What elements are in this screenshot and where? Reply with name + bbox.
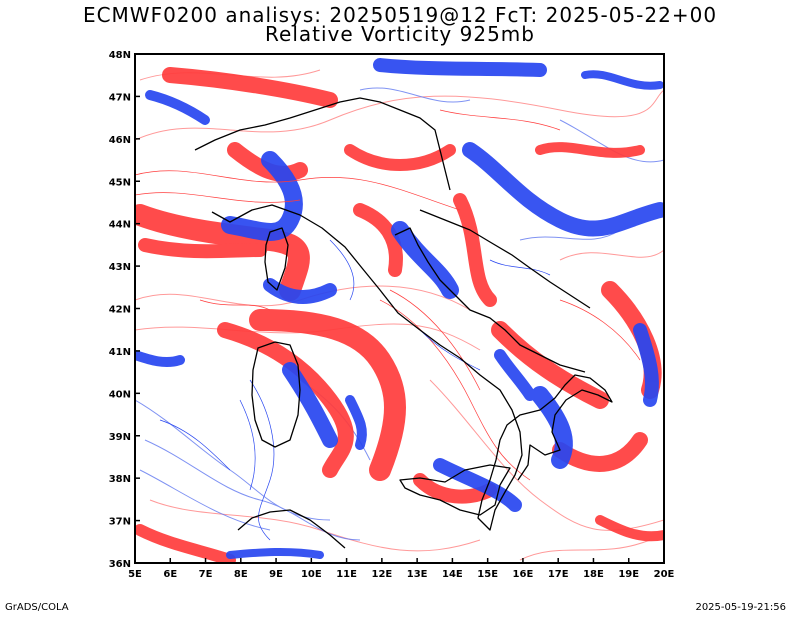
lat-tick-label: 37N <box>109 517 131 528</box>
lon-tick-label: 14E <box>442 569 463 580</box>
chart-title: ECMWF0200 analisys: 20250519@12 FcT: 202… <box>82 3 718 27</box>
lon-tick-label: 9E <box>269 569 283 580</box>
lon-tick-label: 7E <box>199 569 213 580</box>
lat-tick-label: 43N <box>109 262 131 273</box>
sicily-coastline <box>399 464 511 516</box>
contour-field-light <box>135 69 664 561</box>
tunisia-coastline <box>237 509 346 549</box>
lat-tick-label: 48N <box>109 50 131 61</box>
latitude-axis: 36N 37N 38N 39N 40N 41N 42N 43N 44N 45N 46N 47N 48N <box>109 50 140 570</box>
lon-tick-label: 12E <box>371 569 392 580</box>
plot-area <box>135 54 664 563</box>
lat-tick-label: 45N <box>109 177 131 188</box>
corsica-coastline <box>264 227 289 291</box>
timestamp: 2025-05-19-21:56 <box>695 602 786 613</box>
lon-tick-label: 20E <box>654 569 675 580</box>
lon-tick-label: 15E <box>477 569 498 580</box>
contour-isolines <box>135 109 641 541</box>
lat-tick-label: 40N <box>109 389 131 400</box>
lat-tick-label: 39N <box>109 432 131 443</box>
lon-tick-label: 8E <box>234 569 248 580</box>
lon-tick-label: 5E <box>128 569 142 580</box>
longitude-axis: 5E 6E 7E 8E 9E 10E 11E 12E 13E 14E 15E 16E 17E 18E 19E… <box>128 558 675 580</box>
alps-border <box>194 97 451 191</box>
lat-tick-label: 46N <box>109 135 131 146</box>
lat-tick-label: 47N <box>109 92 131 103</box>
coastlines <box>194 97 613 549</box>
plot-background <box>135 54 664 563</box>
lon-tick-label: 13E <box>407 569 428 580</box>
italy-coastline <box>211 204 613 531</box>
balkan-coastline <box>419 209 591 309</box>
lon-tick-label: 18E <box>583 569 604 580</box>
lon-tick-label: 10E <box>301 569 322 580</box>
lon-tick-label: 16E <box>513 569 534 580</box>
sardinia-coastline <box>251 341 301 448</box>
lat-tick-label: 42N <box>109 305 131 316</box>
adriatic-coastline <box>394 227 586 373</box>
lat-tick-label: 38N <box>109 474 131 485</box>
lat-tick-label: 44N <box>109 220 131 231</box>
lat-tick-label: 36N <box>109 559 131 570</box>
lon-tick-label: 6E <box>163 569 177 580</box>
lon-tick-label: 11E <box>336 569 357 580</box>
chart-subtitle: Relative Vorticity 925mb <box>265 22 535 46</box>
lon-tick-label: 19E <box>618 569 639 580</box>
lat-tick-label: 41N <box>109 347 131 358</box>
software-credit: GrADS/COLA <box>5 602 69 613</box>
lon-tick-label: 17E <box>548 569 569 580</box>
